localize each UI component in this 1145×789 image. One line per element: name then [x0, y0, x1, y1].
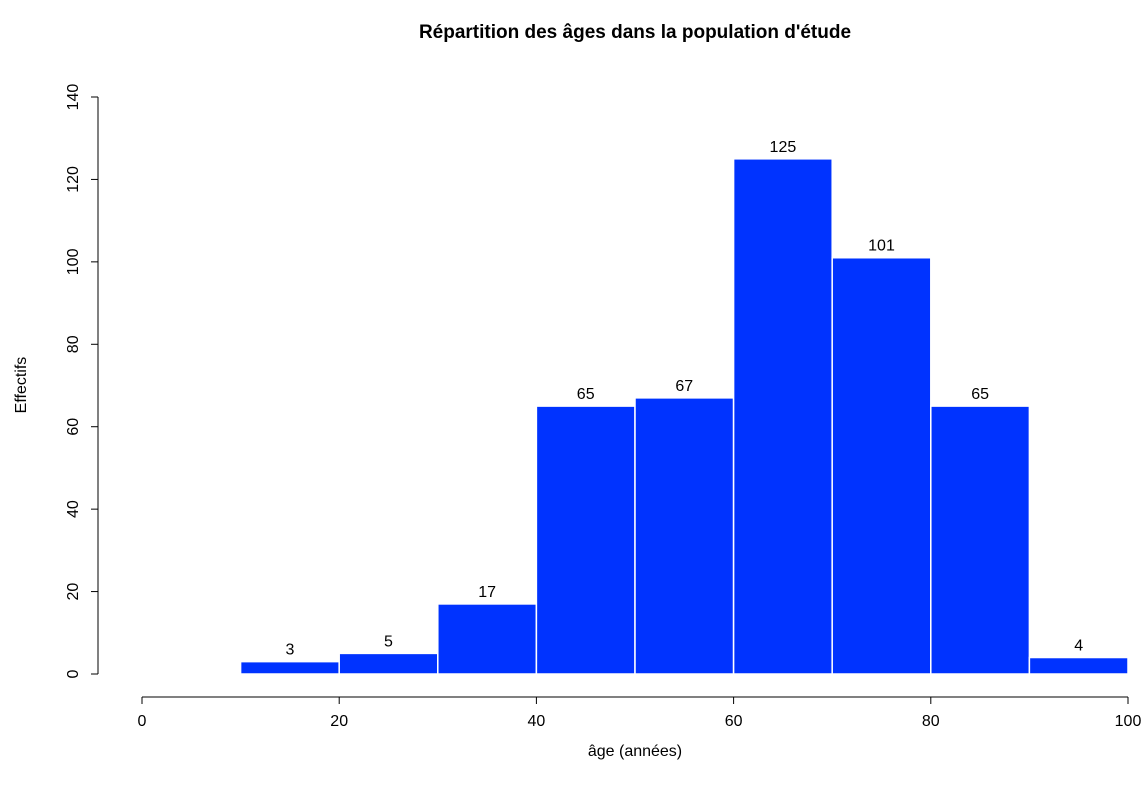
bar-20-30	[338, 652, 439, 675]
bar-labels-group: 3 5 17 65 67 125 101 65 4	[285, 139, 1083, 659]
y-tick-label-140: 140	[65, 84, 82, 111]
bar-70-80	[831, 256, 932, 675]
bar-label-70-80: 101	[868, 238, 895, 255]
bar-label-90-100: 4	[1074, 638, 1083, 655]
bar-60-70	[732, 158, 833, 675]
bar-label-10-20: 3	[285, 642, 294, 659]
x-tick-label-0: 0	[138, 713, 147, 730]
bar-label-20-30: 5	[384, 633, 393, 650]
y-tick-label-60: 60	[65, 418, 82, 436]
x-axis-title: âge (années)	[588, 743, 682, 760]
x-tick-label-60: 60	[725, 713, 743, 730]
y-tick-label-20: 20	[65, 583, 82, 601]
y-tick-label-80: 80	[65, 335, 82, 353]
y-tick-label-120: 120	[65, 166, 82, 193]
bar-50-60	[634, 397, 735, 675]
bars-group	[239, 158, 1129, 675]
bar-10-20	[239, 660, 340, 675]
x-axis: 0 20 40 60 80 100	[138, 696, 1142, 730]
bar-40-50	[535, 405, 636, 675]
bar-label-80-90: 65	[971, 386, 989, 403]
y-tick-label-40: 40	[65, 500, 82, 518]
y-tick-label-100: 100	[65, 248, 82, 275]
y-tick-label-0: 0	[65, 669, 82, 678]
y-axis: 0 20 40 60 80 100 120 140	[65, 84, 99, 678]
bar-label-50-60: 67	[675, 378, 693, 395]
y-axis-title: Effectifs	[13, 357, 30, 414]
bar-30-40	[437, 603, 538, 675]
bar-label-30-40: 17	[478, 584, 496, 601]
chart-title: Répartition des âges dans la population …	[419, 22, 851, 43]
x-tick-label-100: 100	[1115, 713, 1142, 730]
bar-90-100	[1028, 656, 1129, 675]
bar-80-90	[930, 405, 1031, 675]
x-tick-label-40: 40	[528, 713, 546, 730]
x-tick-label-20: 20	[330, 713, 348, 730]
bar-label-60-70: 125	[770, 139, 797, 156]
x-tick-label-80: 80	[922, 713, 940, 730]
bar-label-40-50: 65	[577, 386, 595, 403]
